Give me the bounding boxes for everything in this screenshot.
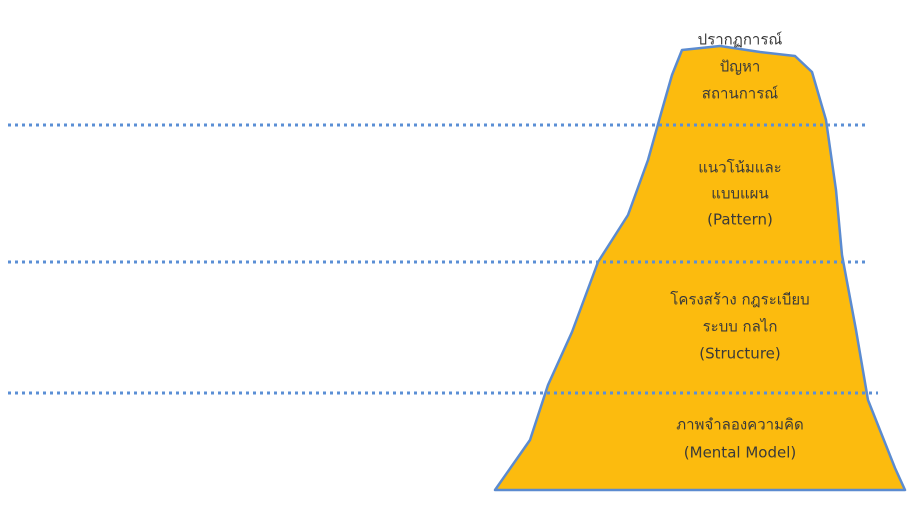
- level-label: ปรากฏการณ์: [698, 31, 783, 49]
- level-label: ภาพจำลองความคิด: [676, 416, 803, 434]
- level-label: ปัญหา: [720, 58, 761, 76]
- level-label: แบบแผน: [711, 185, 768, 203]
- level-label: ระบบ กลไก: [703, 318, 778, 336]
- level-label: สถานการณ์: [702, 85, 778, 103]
- level-label: (Mental Model): [684, 444, 796, 462]
- level-label: แนวโน้มและ: [698, 159, 781, 177]
- level-labels: ปรากฏการณ์ปัญหาสถานการณ์แนวโน้มและแบบแผน…: [670, 31, 809, 462]
- level-label: (Structure): [699, 345, 780, 363]
- level-label: โครงสร้าง กฎระเบียบ: [670, 291, 809, 309]
- level-label: (Pattern): [707, 211, 773, 229]
- iceberg: [493, 44, 907, 492]
